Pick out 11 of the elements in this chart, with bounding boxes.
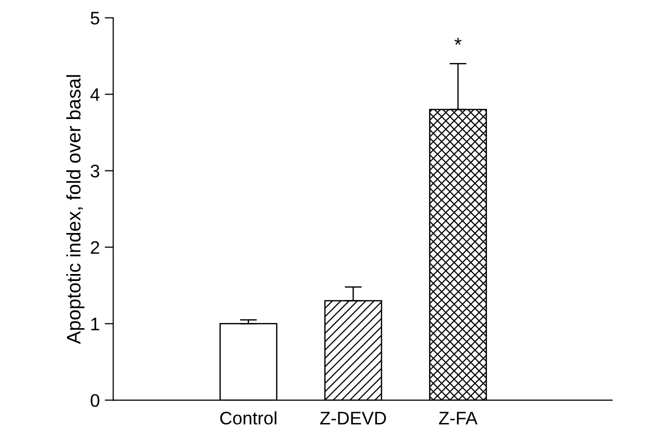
- y-tick-label: 2: [90, 241, 100, 254]
- y-axis-title: Apoptotic index, fold over basal: [66, 75, 84, 344]
- x-tick-label: Z-FA: [439, 412, 478, 424]
- y-tick-label: 5: [90, 12, 100, 25]
- y-tick-label: 3: [90, 164, 100, 178]
- x-tick-label: Control: [220, 411, 276, 425]
- y-tick-label: 0: [90, 394, 100, 407]
- annotation: *: [454, 38, 462, 45]
- y-tick-label: 1: [91, 318, 100, 330]
- y-tick-label: 4: [90, 88, 100, 101]
- x-tick-label: Z-DEVD: [320, 412, 386, 424]
